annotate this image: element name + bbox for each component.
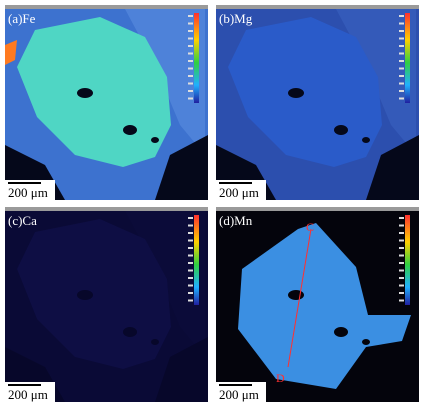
dark-region [155, 337, 208, 402]
color-scale-tick [188, 67, 193, 70]
panel: (d)Mn 200 μm C D [216, 207, 419, 402]
scale-bar-box [216, 180, 266, 200]
top-band [5, 207, 208, 211]
color-scale-tick [188, 247, 193, 249]
color-scale-tick [399, 217, 404, 219]
color-scale-tick [399, 75, 404, 77]
inclusion [77, 88, 93, 98]
inclusion [77, 290, 93, 300]
color-scale-tick [188, 262, 193, 264]
inclusion [362, 339, 370, 345]
color-scale-tick [399, 284, 404, 287]
color-scale-tick [188, 224, 193, 227]
color-scale-tick [399, 277, 404, 279]
color-scale [194, 215, 199, 305]
color-scale-tick [188, 75, 193, 77]
color-scale-tick [399, 97, 404, 100]
top-band [5, 5, 208, 9]
profile-start: C [306, 220, 314, 234]
scale-bar-label: 200 μm [219, 185, 259, 200]
top-band [216, 5, 419, 9]
dark-region [366, 135, 419, 200]
color-scale-tick [399, 292, 404, 294]
panel: (c)Ca 200 μm [5, 207, 208, 402]
dark-region [155, 135, 208, 200]
color-scale-tick [188, 232, 193, 234]
inclusion [362, 137, 370, 143]
panel: (b)Mg 200 μm [216, 5, 419, 200]
color-scale-tick [188, 292, 193, 294]
color-scale-tick [188, 97, 193, 100]
profile-end: D [276, 371, 285, 385]
color-scale-tick [188, 239, 193, 242]
scale-bar-label: 200 μm [8, 185, 48, 200]
scale-bar-label: 200 μm [8, 387, 48, 402]
color-scale-tick [399, 52, 404, 55]
scale-bar-box [216, 382, 266, 402]
color-scale [405, 13, 410, 103]
color-scale-tick [399, 67, 404, 70]
panel-label: (a)Fe [8, 11, 36, 26]
color-scale-tick [399, 299, 404, 302]
scale-bar-box [5, 180, 55, 200]
color-scale-tick [399, 224, 404, 227]
color-scale-tick [188, 82, 193, 85]
color-scale-tick [188, 52, 193, 55]
color-scale-tick [188, 30, 193, 32]
color-scale-tick [399, 90, 404, 92]
color-scale-tick [188, 299, 193, 302]
grain [238, 223, 411, 389]
color-scale-tick [399, 232, 404, 234]
color-scale-tick [399, 60, 404, 62]
scale-bar-box [5, 382, 55, 402]
color-scale-tick [188, 217, 193, 219]
color-scale-tick [399, 82, 404, 85]
color-scale [194, 13, 199, 103]
color-scale-tick [399, 30, 404, 32]
inclusion [123, 327, 137, 337]
panel: (a)Fe 200 μm [5, 5, 208, 200]
color-scale-tick [188, 37, 193, 40]
color-scale-tick [188, 269, 193, 272]
inclusion [151, 137, 159, 143]
inclusion [288, 88, 304, 98]
color-scale-tick [188, 277, 193, 279]
panel-label: (d)Mn [219, 213, 253, 228]
color-scale-tick [188, 22, 193, 25]
scale-bar-label: 200 μm [219, 387, 259, 402]
color-scale-tick [399, 247, 404, 249]
color-scale-tick [399, 37, 404, 40]
color-scale-tick [188, 60, 193, 62]
inclusion [334, 327, 348, 337]
hot-spot [5, 40, 17, 65]
inclusion [334, 125, 348, 135]
color-scale-tick [188, 15, 193, 17]
profile-line [287, 228, 312, 368]
color-scale-tick [188, 284, 193, 287]
inclusion [151, 339, 159, 345]
inclusion [123, 125, 137, 135]
panel-label: (c)Ca [8, 213, 37, 228]
color-scale-tick [399, 254, 404, 257]
color-scale-tick [399, 45, 404, 47]
inclusion [288, 290, 304, 300]
color-scale-tick [188, 254, 193, 257]
color-scale-tick [399, 239, 404, 242]
color-scale [405, 215, 410, 305]
color-scale-tick [399, 262, 404, 264]
color-scale-tick [399, 269, 404, 272]
color-scale-tick [399, 22, 404, 25]
color-scale-tick [188, 45, 193, 47]
top-band [216, 207, 419, 211]
color-scale-tick [399, 15, 404, 17]
color-scale-tick [188, 90, 193, 92]
panel-label: (b)Mg [219, 11, 253, 26]
